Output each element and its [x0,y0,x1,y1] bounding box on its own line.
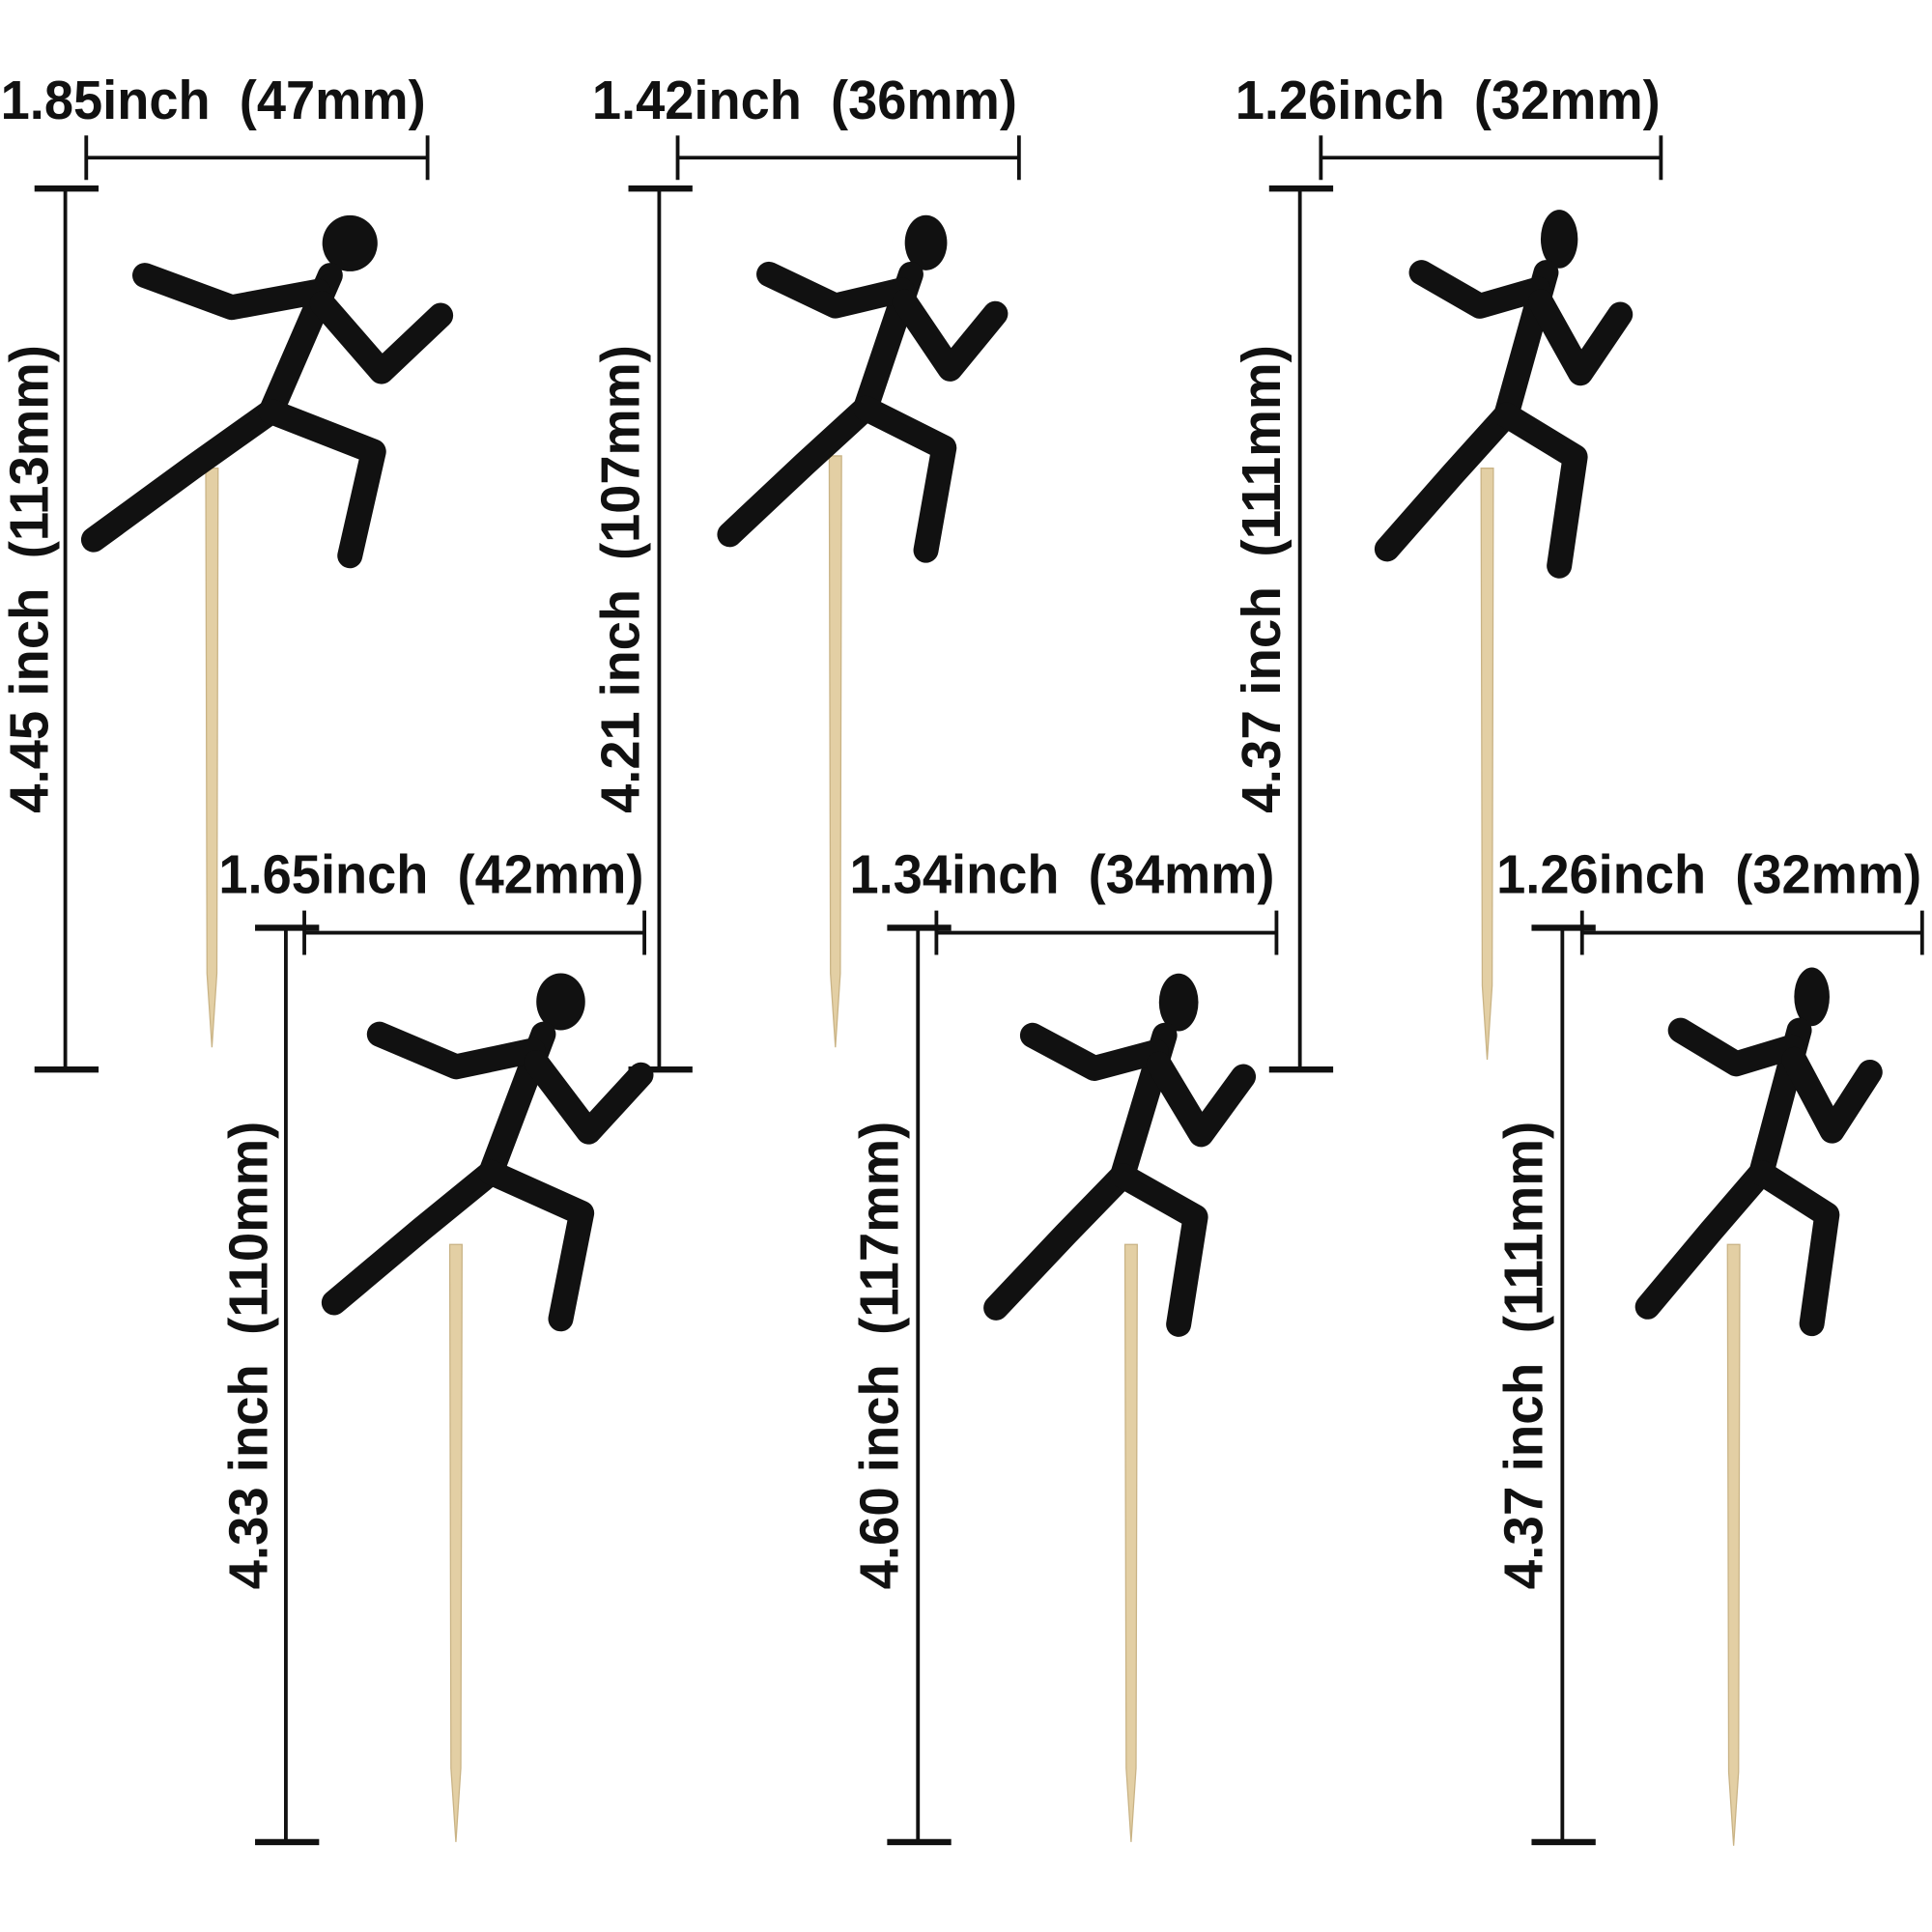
runner-head [1540,210,1578,269]
skewer [1480,468,1494,1060]
runner-silhouette [94,214,440,555]
height-label: 4.37 inch (111mm) [1231,345,1292,813]
runner-limb [334,1173,491,1303]
runner-limb [1422,272,1539,306]
runner-limb [1794,1060,1869,1131]
skewer [1726,1243,1741,1846]
runner-silhouette [1387,210,1620,566]
runner-limb [866,409,944,551]
runner-limb [323,303,440,371]
height-label: 4.45 inch (113mm) [0,345,59,813]
runner-silhouette [729,214,996,551]
runner-limb [1033,1036,1156,1068]
runner-limb [491,1173,582,1320]
runner-limb [996,1176,1122,1308]
topper: 1.26inch (32mm) 4.37 inch (111mm) [1231,70,1663,1073]
runner-head [1158,973,1199,1032]
runner-limb [1541,302,1620,374]
width-label: 1.85inch (47mm) [1,70,426,130]
topper: 1.26inch (32mm) 4.37 inch (111mm) [1492,843,1924,1846]
runner-silhouette [1648,967,1870,1324]
topper: 1.34inch (34mm) 4.60 inch (117mm) [848,843,1276,1846]
skewer [1123,1243,1138,1842]
runner-limb [145,275,319,307]
runner-limb [1761,1173,1827,1323]
runner-limb [769,274,902,306]
runner-limb [380,1035,533,1067]
width-label: 1.34inch (34mm) [849,843,1274,904]
topper: 1.42inch (36mm) 4.21 inch (107mm) [590,70,1019,1073]
skewer [828,455,842,1048]
skewer [205,468,219,1048]
width-label: 1.65inch (42mm) [218,843,643,904]
runner-limb [729,409,866,535]
width-label: 1.42inch (36mm) [592,70,1017,130]
runner-head [904,214,948,270]
height-label: 4.37 inch (111mm) [1492,1122,1553,1590]
runner-silhouette [334,973,641,1320]
height-label: 4.60 inch (117mm) [848,1122,909,1590]
runner-head [1794,967,1830,1027]
skewer [448,1243,463,1842]
width-label: 1.26inch (32mm) [1236,70,1661,130]
runner-limb [1122,1176,1196,1324]
runner-head [322,214,378,271]
runner-limb [94,412,271,540]
height-label: 4.33 inch (110mm) [217,1122,278,1590]
runner-limb [905,302,996,369]
runner-limb [1387,415,1506,550]
topper: 1.65inch (42mm) 4.33 inch (110mm) [217,843,644,1846]
height-label: 4.21 inch (107mm) [590,345,651,813]
runner-limb [1681,1031,1792,1065]
runner-head [536,973,585,1031]
width-label: 1.26inch (32mm) [1496,843,1921,904]
topper: 1.85inch (47mm) 4.45 inch (113mm) [0,70,440,1073]
runner-limb [1506,415,1575,566]
runner-silhouette [996,973,1243,1324]
runner-limb [271,412,374,555]
runner-limb [536,1063,640,1132]
runner-limb [1648,1173,1762,1307]
runner-limb [1159,1065,1243,1135]
